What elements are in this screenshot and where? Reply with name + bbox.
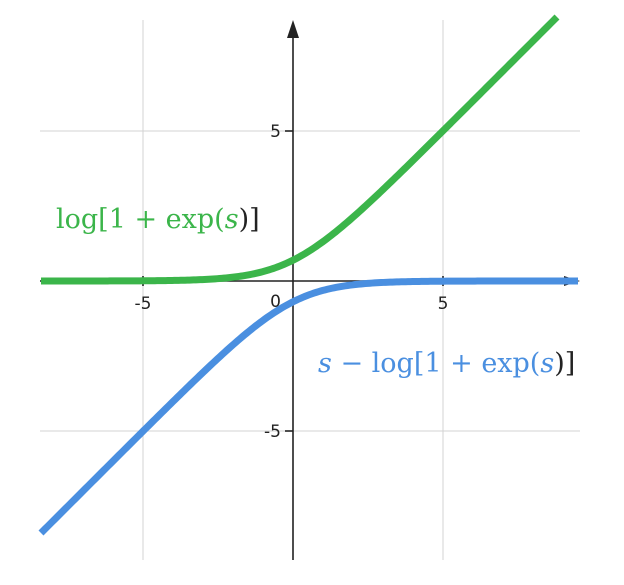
softplus-label-pre: log[1 + exp(	[56, 204, 225, 235]
softplus-curve	[39, 14, 560, 285]
log-sigmoid-label: s − log[1 + exp(s)]	[318, 348, 575, 379]
x-tick-label-0: -5	[135, 294, 152, 314]
axes	[40, 20, 580, 560]
log-sigmoid-label-mid: − log[1 + exp(	[332, 348, 541, 379]
softplus-label: log[1 + exp(s)]	[56, 204, 260, 235]
series	[38, 14, 580, 536]
softplus-label-var: s	[225, 204, 239, 235]
log-sigmoid-label-post: )]	[554, 348, 575, 379]
y-axis-arrow-icon	[287, 20, 299, 38]
x-tick-label-1: 5	[438, 294, 449, 314]
log_sigmoid-curve	[38, 277, 580, 536]
origin-label: 0	[270, 292, 281, 312]
grid	[40, 20, 580, 560]
ticks: -5 5 5 -5 0	[135, 122, 449, 442]
log-sigmoid-label-var2: s	[540, 348, 554, 379]
log-sigmoid-label-var1: s	[318, 348, 332, 379]
y-tick-label-0: 5	[270, 122, 281, 142]
y-tick-label-1: -5	[264, 422, 281, 442]
softplus-label-post: )]	[239, 204, 260, 235]
